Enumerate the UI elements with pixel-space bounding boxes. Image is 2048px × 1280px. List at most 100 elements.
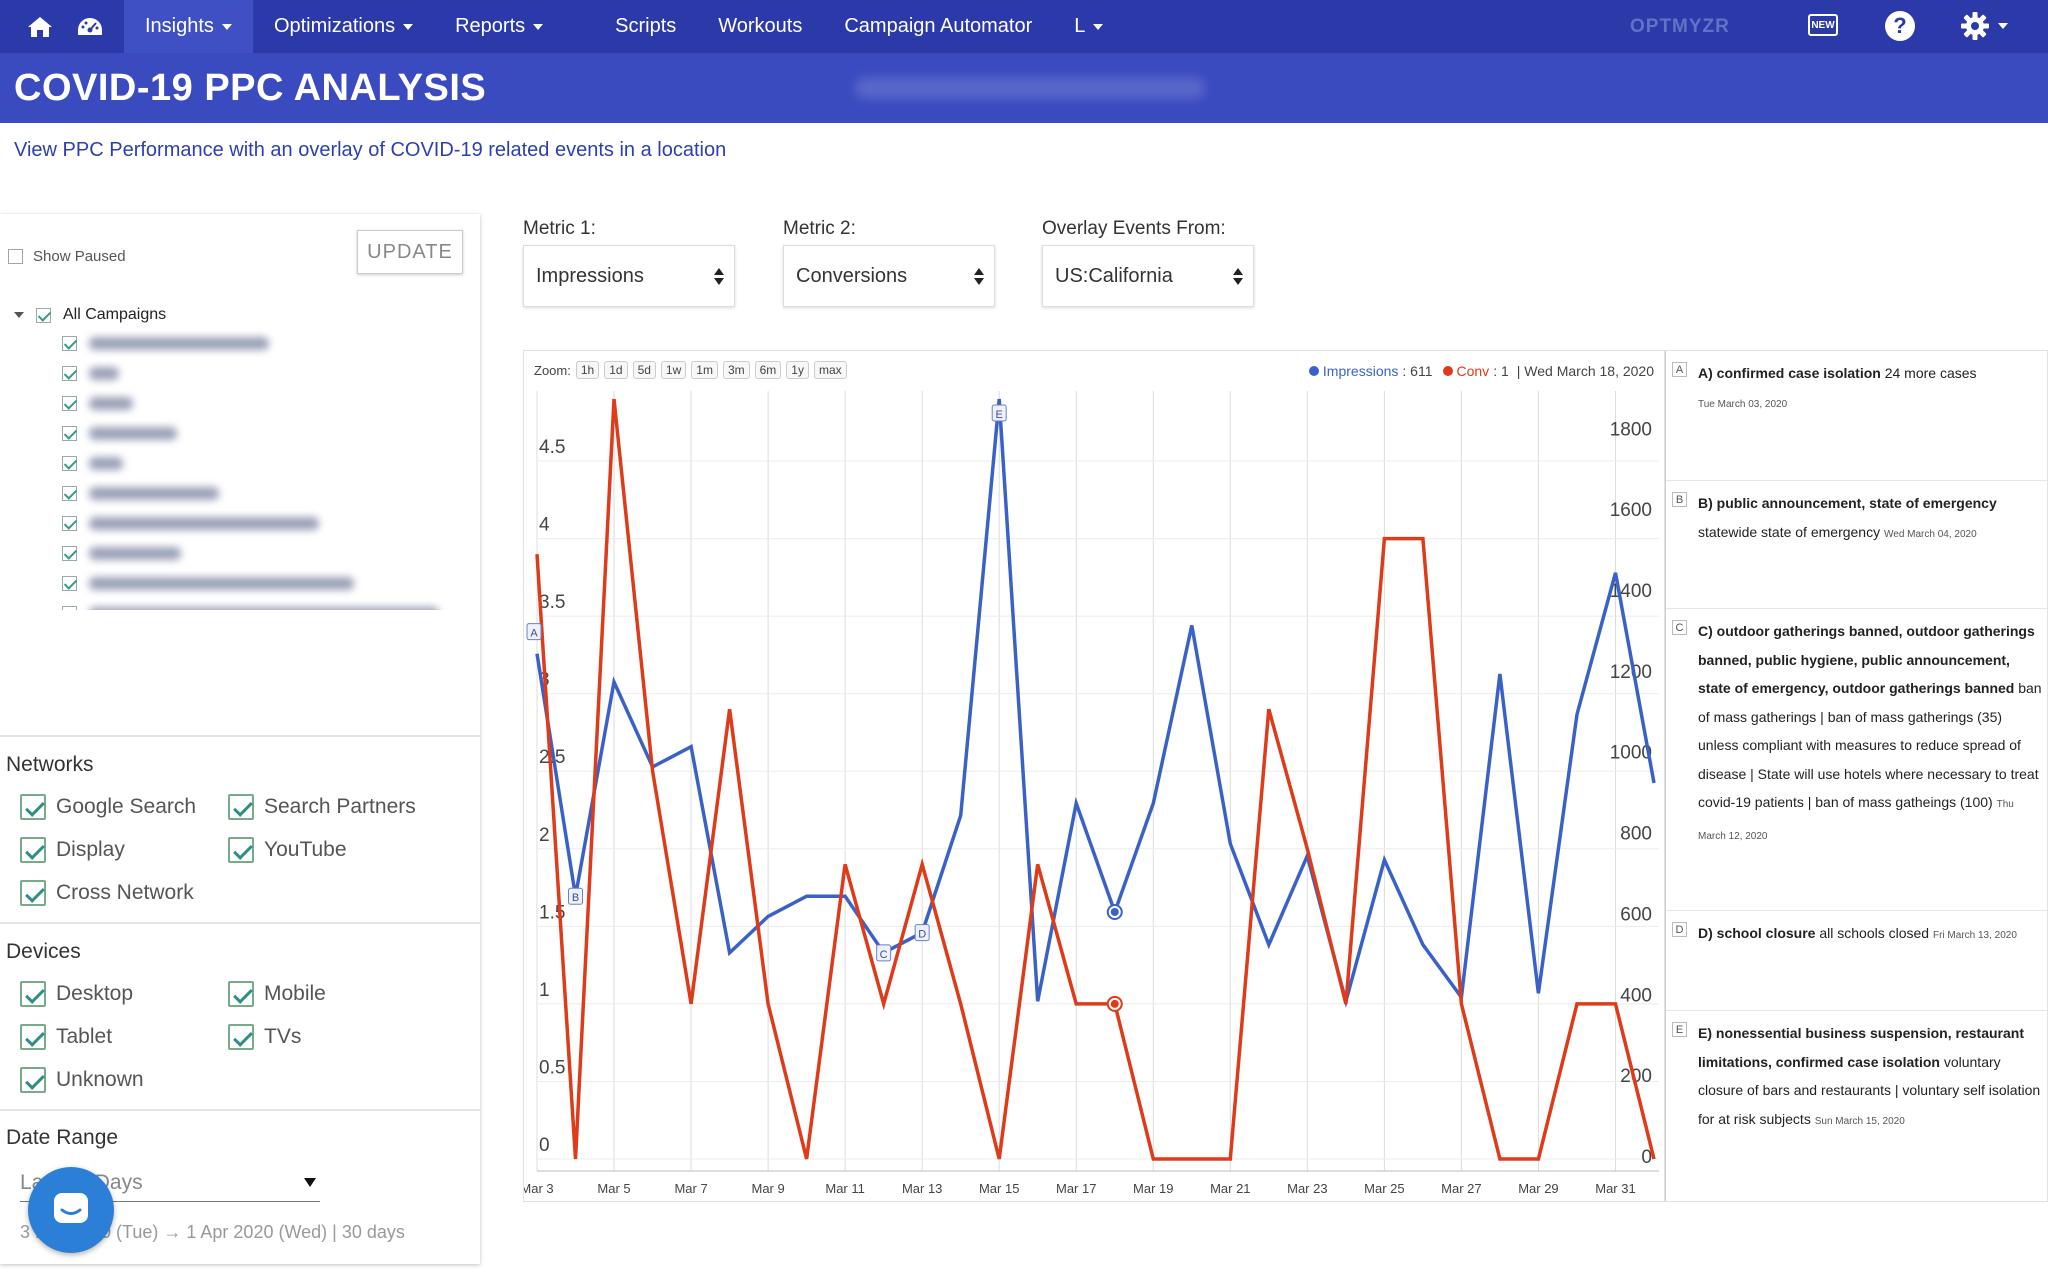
right-axis-tick-label: 1200 <box>1610 662 1652 683</box>
event-text: E) nonessential business suspension, res… <box>1698 1019 2043 1136</box>
zoom-3m-button[interactable]: 3m <box>722 361 750 379</box>
zoom-1m-button[interactable]: 1m <box>691 361 718 379</box>
campaign-item[interactable] <box>62 478 454 508</box>
campaign-checkbox[interactable] <box>62 605 77 610</box>
campaign-item[interactable] <box>62 388 454 418</box>
x-axis-tick-label: Mar 19 <box>1133 1181 1173 1196</box>
chart-legend: Impressions : 611 Conv : 1 | Wed March 1… <box>1308 363 1654 379</box>
zoom-6m-button[interactable]: 6m <box>754 361 782 379</box>
event-marker <box>876 944 892 962</box>
line-chart[interactable]: 00.511.522.533.544.502004006008001000120… <box>524 351 1666 1203</box>
campaign-name-blurred <box>89 576 354 590</box>
top-navbar: Insights Optimizations Reports Scripts W… <box>0 0 2048 53</box>
zoom-1d-button[interactable]: 1d <box>604 361 628 379</box>
tablet-checkbox[interactable] <box>20 1024 46 1050</box>
account-selector-blurred[interactable] <box>855 77 1205 99</box>
tvs-checkbox[interactable] <box>228 1024 254 1050</box>
nav-optimizations[interactable]: Optimizations <box>253 0 434 53</box>
device-mobile[interactable]: Mobile <box>228 981 326 1007</box>
all-campaigns-label: All Campaigns <box>63 306 167 323</box>
nav-campaign-automator-label: Campaign Automator <box>844 15 1033 37</box>
device-unknown[interactable]: Unknown <box>20 1067 144 1093</box>
chat-widget-button[interactable] <box>28 1167 114 1253</box>
dashboard-icon[interactable] <box>70 0 110 53</box>
display-checkbox[interactable] <box>20 837 46 863</box>
nav-workouts[interactable]: Workouts <box>697 0 823 53</box>
campaign-checkbox[interactable] <box>62 365 77 381</box>
network-cross-network[interactable]: Cross Network <box>20 880 194 906</box>
zoom-max-button[interactable]: max <box>813 361 847 379</box>
campaign-checkbox[interactable] <box>62 575 77 591</box>
search-partners-checkbox[interactable] <box>228 794 254 820</box>
networks-title: Networks <box>6 753 94 776</box>
campaign-checkbox[interactable] <box>62 515 77 531</box>
campaign-item[interactable] <box>62 538 454 568</box>
metric2-select[interactable]: Conversions <box>783 245 995 307</box>
device-desktop[interactable]: Desktop <box>20 981 133 1007</box>
campaign-item[interactable] <box>62 448 454 478</box>
home-icon[interactable] <box>0 0 80 53</box>
left-axis-tick-label: 4.5 <box>539 437 565 458</box>
zoom-1y-button[interactable]: 1y <box>786 361 809 379</box>
help-icon[interactable]: ? <box>1885 11 1915 41</box>
update-button[interactable]: UPDATE <box>357 230 463 274</box>
campaign-item[interactable] <box>62 598 454 610</box>
x-axis-tick-label: Mar 11 <box>825 1181 865 1196</box>
zoom-5d-button[interactable]: 5d <box>632 361 656 379</box>
metric1-value: Impressions <box>536 264 644 287</box>
event-letter: E <box>1672 1022 1687 1037</box>
select-arrows-icon <box>974 268 984 286</box>
campaign-item[interactable] <box>62 328 454 358</box>
settings-menu[interactable] <box>1960 10 2008 42</box>
campaign-checkbox[interactable] <box>62 485 77 501</box>
new-badge-icon[interactable]: NEW <box>1808 14 1838 36</box>
unknown-checkbox[interactable] <box>20 1067 46 1093</box>
event-item: E E) nonessential business suspension, r… <box>1666 1011 2047 1161</box>
network-youtube[interactable]: YouTube <box>228 837 347 863</box>
youtube-checkbox[interactable] <box>228 837 254 863</box>
network-display[interactable]: Display <box>20 837 125 863</box>
event-description: 24 more cases <box>1880 365 1977 381</box>
zoom-1w-button[interactable]: 1w <box>660 361 687 379</box>
show-paused-toggle[interactable]: Show Paused <box>8 248 126 265</box>
nav-campaign-automator[interactable]: Campaign Automator <box>823 0 1053 53</box>
campaign-checkbox[interactable] <box>62 335 77 351</box>
campaign-item[interactable] <box>62 508 454 538</box>
event-description: voluntary closure of bars and restaurant… <box>1698 1053 2041 1127</box>
conv-legend-value: : 1 <box>1493 363 1509 379</box>
device-tablet[interactable]: Tablet <box>20 1024 112 1050</box>
nav-reports[interactable]: Reports <box>434 0 564 53</box>
zoom-controls: Zoom: 1h 1d 5d 1w 1m 3m 6m 1y max <box>534 361 847 379</box>
right-axis-tick-label: 1600 <box>1610 500 1652 521</box>
show-paused-checkbox[interactable] <box>8 249 23 264</box>
campaign-checkbox[interactable] <box>62 425 77 441</box>
x-axis-tick-label: Mar 27 <box>1441 1181 1481 1196</box>
campaign-tree: All Campaigns <box>14 302 454 610</box>
campaign-checkbox[interactable] <box>62 395 77 411</box>
campaign-name-blurred <box>89 426 177 440</box>
campaign-item[interactable] <box>62 418 454 448</box>
campaign-item[interactable] <box>62 358 454 388</box>
network-search-partners[interactable]: Search Partners <box>228 794 416 820</box>
dropdown-arrow-icon <box>304 1178 316 1187</box>
nav-insights[interactable]: Insights <box>124 0 253 53</box>
campaign-checkbox[interactable] <box>62 545 77 561</box>
left-axis-tick-label: 4 <box>539 515 550 536</box>
nav-l[interactable]: L <box>1053 0 1124 53</box>
tree-collapse-icon[interactable] <box>14 312 24 318</box>
zoom-1h-button[interactable]: 1h <box>575 361 600 379</box>
google-search-checkbox[interactable] <box>20 794 46 820</box>
overlay-events-select[interactable]: US:California <box>1042 245 1254 307</box>
campaign-item[interactable] <box>62 568 454 598</box>
all-campaigns-checkbox[interactable] <box>36 307 51 323</box>
network-google-search[interactable]: Google Search <box>20 794 196 820</box>
metric1-select[interactable]: Impressions <box>523 245 735 307</box>
campaign-checkbox[interactable] <box>62 455 77 471</box>
device-tvs[interactable]: TVs <box>228 1024 301 1050</box>
mobile-checkbox[interactable] <box>228 981 254 1007</box>
desktop-checkbox[interactable] <box>20 981 46 1007</box>
event-description: all schools closed <box>1815 925 1930 941</box>
cross-network-checkbox[interactable] <box>20 880 46 906</box>
all-campaigns-node[interactable]: All Campaigns <box>14 302 454 328</box>
nav-scripts[interactable]: Scripts <box>594 0 697 53</box>
